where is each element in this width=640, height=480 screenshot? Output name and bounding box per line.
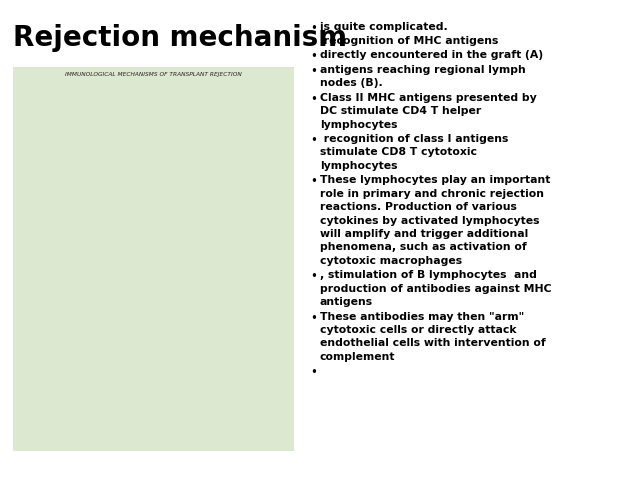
Text: reactions. Production of various: reactions. Production of various	[320, 202, 517, 212]
Text: lymphocytes: lymphocytes	[320, 120, 397, 130]
Text: •: •	[310, 22, 317, 35]
Text: •: •	[310, 65, 317, 78]
Text: complement: complement	[320, 352, 396, 362]
Text: cytotoxic macrophages: cytotoxic macrophages	[320, 256, 462, 266]
Text: •: •	[310, 36, 317, 49]
Text: •: •	[310, 50, 317, 63]
Text: •: •	[310, 134, 317, 147]
Text: directly encountered in the graft (A): directly encountered in the graft (A)	[320, 50, 543, 60]
Text: nodes (B).: nodes (B).	[320, 78, 383, 88]
Bar	[13, 67, 294, 451]
Text: Class II MHC antigens presented by: Class II MHC antigens presented by	[320, 93, 537, 103]
Text: •: •	[310, 366, 317, 379]
Text: •: •	[310, 175, 317, 188]
Text: •: •	[310, 93, 317, 106]
Text: •: •	[310, 312, 317, 324]
Text: IMMUNOLOGICAL MECHANISMS OF TRANSPLANT REJECTION: IMMUNOLOGICAL MECHANISMS OF TRANSPLANT R…	[65, 72, 242, 77]
Text: recognition of MHC antigens: recognition of MHC antigens	[320, 36, 499, 46]
Text: Rejection mechanism: Rejection mechanism	[13, 24, 347, 52]
Text: will amplify and trigger additional: will amplify and trigger additional	[320, 229, 528, 239]
Text: lymphocytes: lymphocytes	[320, 161, 397, 171]
Text: stimulate CD8 T cytotoxic: stimulate CD8 T cytotoxic	[320, 147, 477, 157]
Text: cytokines by activated lymphocytes: cytokines by activated lymphocytes	[320, 216, 540, 226]
Text: DC stimulate CD4 T helper: DC stimulate CD4 T helper	[320, 106, 481, 116]
Text: These antibodies may then "arm": These antibodies may then "arm"	[320, 312, 524, 322]
Text: , stimulation of B lymphocytes  and: , stimulation of B lymphocytes and	[320, 270, 537, 280]
Text: phenomena, such as activation of: phenomena, such as activation of	[320, 242, 527, 252]
Text: antigens: antigens	[320, 297, 373, 307]
Text: endothelial cells with intervention of: endothelial cells with intervention of	[320, 338, 546, 348]
Text: •: •	[310, 270, 317, 283]
Text: cytotoxic cells or directly attack: cytotoxic cells or directly attack	[320, 325, 516, 335]
Text: production of antibodies against MHC: production of antibodies against MHC	[320, 284, 552, 294]
Text: These lymphocytes play an important: These lymphocytes play an important	[320, 175, 550, 185]
Text: is quite complicated.: is quite complicated.	[320, 22, 448, 32]
Text: recognition of class I antigens: recognition of class I antigens	[320, 134, 508, 144]
Text: role in primary and chronic rejection: role in primary and chronic rejection	[320, 189, 544, 199]
Text: antigens reaching regional lymph: antigens reaching regional lymph	[320, 65, 525, 75]
